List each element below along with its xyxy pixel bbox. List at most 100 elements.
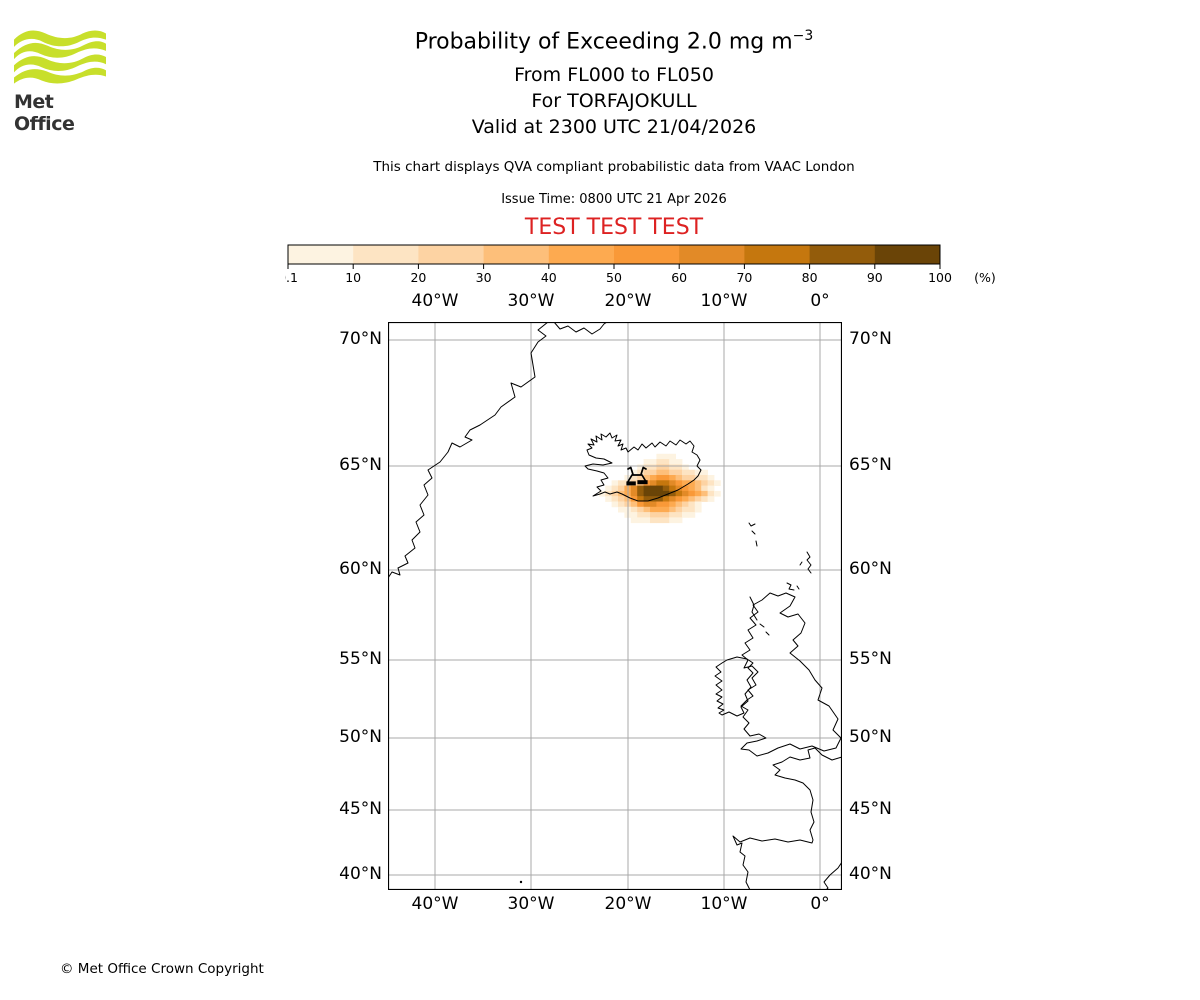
plume-cell — [688, 501, 696, 508]
plume-cell — [675, 485, 683, 492]
plume-cell — [662, 506, 670, 513]
plume-cell — [675, 517, 683, 524]
longitude-label-bottom: 30°W — [507, 894, 555, 914]
colorbar-tick-label: 0.1 — [285, 270, 298, 285]
plume-cell — [662, 496, 670, 502]
plume-cell — [694, 480, 702, 486]
plume-cell — [707, 480, 715, 486]
plume-cell — [656, 506, 664, 513]
plume-cell — [643, 475, 651, 481]
plume-cell — [630, 506, 638, 513]
longitude-label-top: 10°W — [700, 291, 748, 311]
plume-cell — [688, 512, 696, 518]
plume-cell — [643, 512, 651, 518]
plume-cell — [611, 490, 619, 497]
plume-cell — [662, 501, 670, 508]
plume-cell — [682, 490, 689, 497]
title-text: Probability of Exceeding 2.0 mg m — [414, 29, 793, 55]
plume-cell — [618, 485, 625, 492]
plume-cell — [669, 506, 676, 513]
plume-cell — [637, 501, 644, 508]
plume-cell — [643, 506, 651, 513]
volcano-icon — [626, 466, 648, 486]
latitude-label-right: 70°N — [849, 329, 892, 349]
coast-iceland — [584, 432, 702, 502]
plume-cell — [630, 517, 638, 524]
plume-cell — [694, 501, 702, 508]
plume-cell — [656, 464, 664, 471]
longitude-label-top: 30°W — [507, 291, 555, 311]
colorbar-tick-label: 100 — [928, 270, 952, 285]
longitude-label-bottom: 10°W — [700, 894, 748, 914]
plume-cell — [662, 490, 670, 497]
plume-cell — [675, 469, 683, 476]
plume-cell — [682, 485, 689, 492]
plume-cell — [675, 459, 683, 465]
plume-cell — [707, 490, 715, 497]
plume-cell — [669, 496, 676, 502]
plume-cell — [611, 496, 619, 502]
latitude-label-right: 40°N — [849, 864, 892, 884]
plume-cell — [682, 496, 689, 502]
plume-cell — [643, 464, 651, 471]
plume-cell — [675, 512, 683, 518]
coast-greenland-north — [553, 322, 608, 335]
latitude-label-left: 45°N — [339, 799, 382, 819]
longitude-label-top: 40°W — [411, 291, 459, 311]
plume-cell — [694, 506, 702, 513]
plume-cell — [688, 480, 696, 486]
plume-cell — [650, 480, 657, 486]
plume-cell — [701, 485, 708, 492]
colorbar-segment — [548, 245, 615, 264]
latitude-label-right: 45°N — [849, 799, 892, 819]
coast-great-britain — [740, 592, 842, 757]
plume-cell — [701, 480, 708, 486]
plume-cell — [675, 480, 683, 486]
plume-cell — [650, 469, 657, 476]
plume-cell — [662, 453, 670, 460]
plume-cell — [701, 475, 708, 481]
colorbar-unit-label: (%) — [974, 270, 996, 285]
latitude-label-left: 50°N — [339, 727, 382, 747]
plume-cell — [662, 459, 670, 465]
plume-cell — [682, 480, 689, 486]
plume-cell — [675, 506, 683, 513]
plume-cell — [656, 517, 664, 524]
plume-cell — [688, 490, 696, 497]
plume-cell — [675, 496, 683, 502]
plume-cell — [675, 490, 683, 497]
valid-time-line: Valid at 2300 UTC 21/04/2026 — [471, 116, 757, 138]
plume-cell — [669, 485, 676, 492]
plume-cell — [618, 506, 625, 513]
plume-cell — [637, 464, 644, 471]
plume-cell — [618, 496, 625, 502]
plume-cell — [650, 501, 657, 508]
coast-france-iberia — [732, 747, 842, 890]
plume-cell — [656, 469, 664, 476]
coast-hebrides — [749, 596, 770, 636]
plume-cell — [650, 464, 657, 471]
plume-cell — [669, 475, 676, 481]
plume-cell — [669, 512, 676, 518]
volcano-base-right — [637, 480, 648, 485]
issue-time-line: Issue Time: 0800 UTC 21 Apr 2026 — [501, 192, 727, 207]
colorbar-tick-label: 10 — [345, 270, 361, 285]
latitude-label-right: 55°N — [849, 649, 892, 669]
coast-greenland — [388, 322, 549, 579]
plume-cell — [611, 480, 619, 486]
plume-cell — [630, 512, 638, 518]
colorbar-segment — [418, 245, 484, 264]
colorbar-tick-label: 40 — [541, 270, 557, 285]
latitude-label-left: 60°N — [339, 559, 382, 579]
longitude-label-top: 20°W — [604, 291, 652, 311]
plume-cell — [656, 490, 664, 497]
plume-cell — [656, 501, 664, 508]
plume-cell — [637, 517, 644, 524]
plume-cell — [662, 517, 670, 524]
plume-cell — [656, 453, 664, 460]
plume-cell — [643, 496, 651, 502]
colorbar-segment — [874, 245, 941, 264]
volcano-base-left — [626, 481, 636, 486]
colorbar-segment — [483, 245, 550, 264]
plume-cell — [694, 485, 702, 492]
